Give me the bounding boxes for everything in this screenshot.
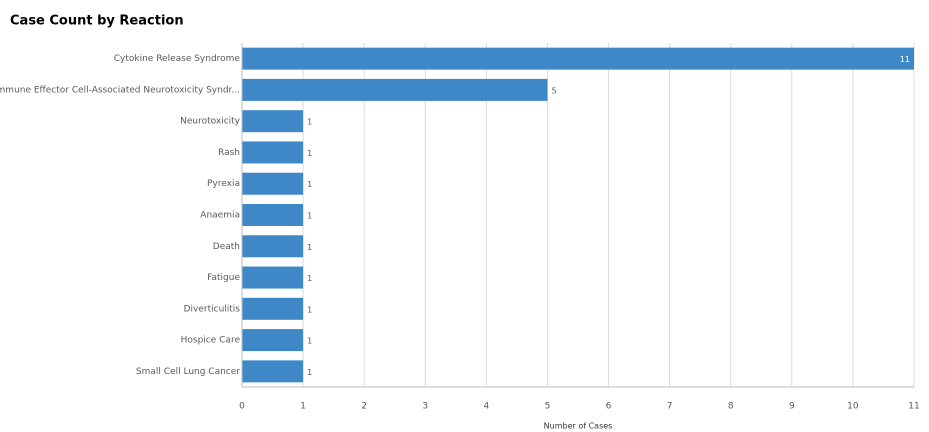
y-tick-label: Rash (218, 148, 240, 158)
y-tick-label: Cytokine Release Syndrome (114, 54, 241, 64)
x-tick-label: 11 (908, 402, 919, 412)
y-tick-label: Hospice Care (181, 336, 241, 346)
value-label: 1 (307, 337, 312, 346)
value-label: 11 (900, 55, 910, 64)
value-label: 1 (307, 368, 312, 377)
bar (242, 78, 548, 101)
x-tick-label: 3 (422, 402, 428, 412)
x-tick-label: 7 (667, 402, 673, 412)
bar (242, 141, 304, 164)
x-tick-label: 5 (545, 402, 551, 412)
value-label: 5 (551, 86, 556, 95)
x-tick-label: 6 (606, 402, 612, 412)
y-tick-label: Small Cell Lung Cancer (136, 367, 240, 377)
x-tick-label: 2 (361, 402, 367, 412)
x-axis-label: Number of Cases (544, 422, 613, 431)
x-tick-label: 9 (789, 402, 795, 412)
y-tick-label: Immune Effector Cell-Associated Neurotox… (0, 85, 240, 95)
y-tick-label: Fatigue (207, 273, 240, 283)
value-label: 1 (307, 149, 312, 158)
bar (242, 47, 914, 70)
bar (242, 235, 304, 258)
x-tick-label: 8 (728, 402, 734, 412)
bar (242, 329, 304, 352)
bar (242, 297, 304, 320)
bar (242, 204, 304, 226)
x-tick-label: 0 (239, 402, 245, 412)
value-label: 1 (307, 305, 312, 314)
value-label: 1 (307, 243, 312, 252)
bar (242, 172, 304, 195)
bar (242, 266, 304, 289)
y-tick-label: Death (213, 242, 240, 252)
y-tick-label: Diverticulitis (184, 304, 241, 314)
value-label: 1 (307, 212, 312, 221)
bar (242, 360, 304, 383)
x-tick-label: 4 (483, 402, 489, 412)
x-tick-label: 10 (847, 402, 859, 412)
y-tick-label: Pyrexia (207, 179, 240, 189)
y-tick-label: Anaemia (200, 211, 240, 221)
chart-title: Case Count by Reaction (10, 14, 184, 29)
value-label: 1 (307, 118, 312, 127)
value-label: 1 (307, 274, 312, 283)
value-label: 1 (307, 180, 312, 189)
bar (242, 110, 304, 133)
x-tick-label: 1 (300, 402, 306, 412)
y-tick-label: Neurotoxicity (180, 117, 241, 127)
